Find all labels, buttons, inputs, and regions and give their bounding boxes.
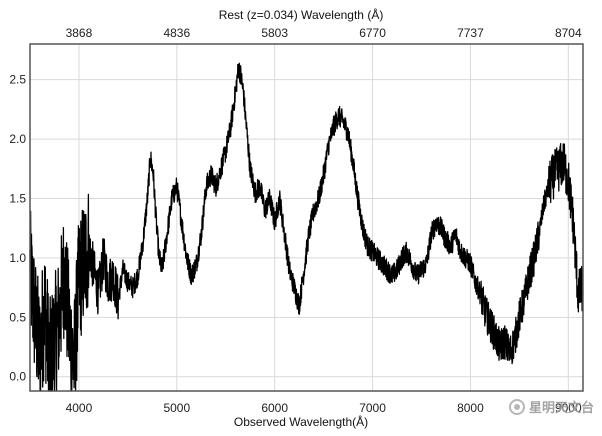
y-tick-label: 0.5 [9, 310, 26, 324]
watermark-text: 星明天文台 [528, 401, 594, 416]
y-tick-label: 0.0 [9, 370, 26, 384]
series-layer [29, 62, 584, 392]
spectrum-line [29, 62, 584, 392]
y-tick-label: 2.0 [9, 132, 26, 146]
watermark: 星明天文台 [508, 397, 594, 416]
y-tick-label: 1.5 [9, 191, 26, 205]
top-tick-label: 5803 [261, 26, 288, 40]
top-tick-label: 3868 [66, 26, 93, 40]
x-tick-label: 8000 [457, 401, 484, 415]
axis-ticks: 4000 5000 6000 7000 8000 9000 3868 4836 5803 6770… [9, 26, 582, 415]
x-tick-label: 5000 [163, 401, 190, 415]
x-tick-label: 6000 [261, 401, 288, 415]
y-tick-label: 1.0 [9, 251, 26, 265]
x-tick-label: 9000 [555, 401, 582, 415]
top-tick-label: 7737 [457, 26, 484, 40]
bottom-axis-title: Observed Wavelength(Å) [234, 414, 368, 429]
top-tick-label: 4836 [163, 26, 190, 40]
top-tick-label: 6770 [359, 26, 386, 40]
top-axis-title: Rest (z=0.034) Wavelength (Å) [219, 7, 384, 22]
observatory-logo-icon [508, 398, 525, 415]
x-tick-label: 7000 [359, 401, 386, 415]
x-tick-label: 4000 [66, 401, 93, 415]
plot-frame [29, 43, 584, 392]
top-tick-label: 8704 [555, 26, 582, 40]
y-tick-label: 2.5 [9, 73, 26, 87]
